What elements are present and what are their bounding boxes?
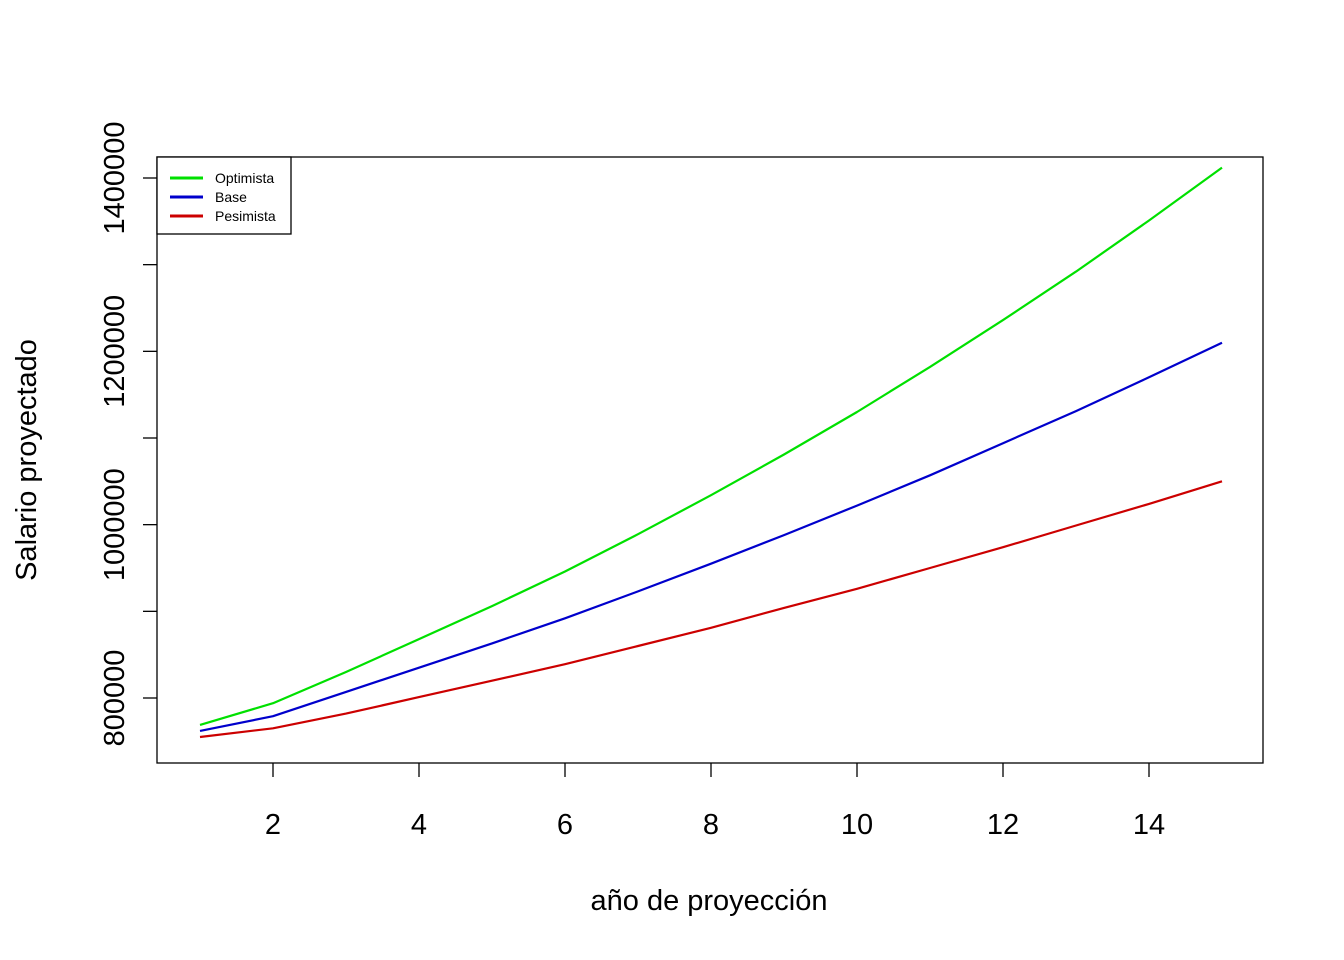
y-tick-label: 800000 bbox=[99, 650, 131, 747]
x-tick-label: 10 bbox=[841, 809, 873, 841]
legend-label-base: Base bbox=[215, 189, 247, 205]
plot-frame bbox=[156, 156, 1264, 764]
y-axis-title: Salario proyectado bbox=[11, 339, 43, 581]
x-tick-label: 4 bbox=[411, 809, 427, 841]
y-tick-label: 1400000 bbox=[99, 122, 131, 235]
x-tick-label: 8 bbox=[703, 809, 719, 841]
series-line-pesimista bbox=[199, 480, 1223, 739]
series-line-optimista bbox=[199, 166, 1223, 726]
legend-label-optimista: Optimista bbox=[215, 170, 274, 186]
legend-label-pesimista: Pesimista bbox=[215, 208, 276, 224]
x-tick-label: 2 bbox=[265, 809, 281, 841]
x-axis-title: año de proyección bbox=[591, 885, 828, 917]
legend: Optimista Base Pesimista bbox=[156, 156, 292, 235]
x-tick-label: 6 bbox=[557, 809, 573, 841]
x-tick-label: 12 bbox=[987, 809, 1019, 841]
x-tick-label: 14 bbox=[1133, 809, 1165, 841]
y-tick-label: 1200000 bbox=[99, 295, 131, 408]
y-tick-label: 1000000 bbox=[99, 468, 131, 581]
series-line-base bbox=[199, 341, 1223, 732]
